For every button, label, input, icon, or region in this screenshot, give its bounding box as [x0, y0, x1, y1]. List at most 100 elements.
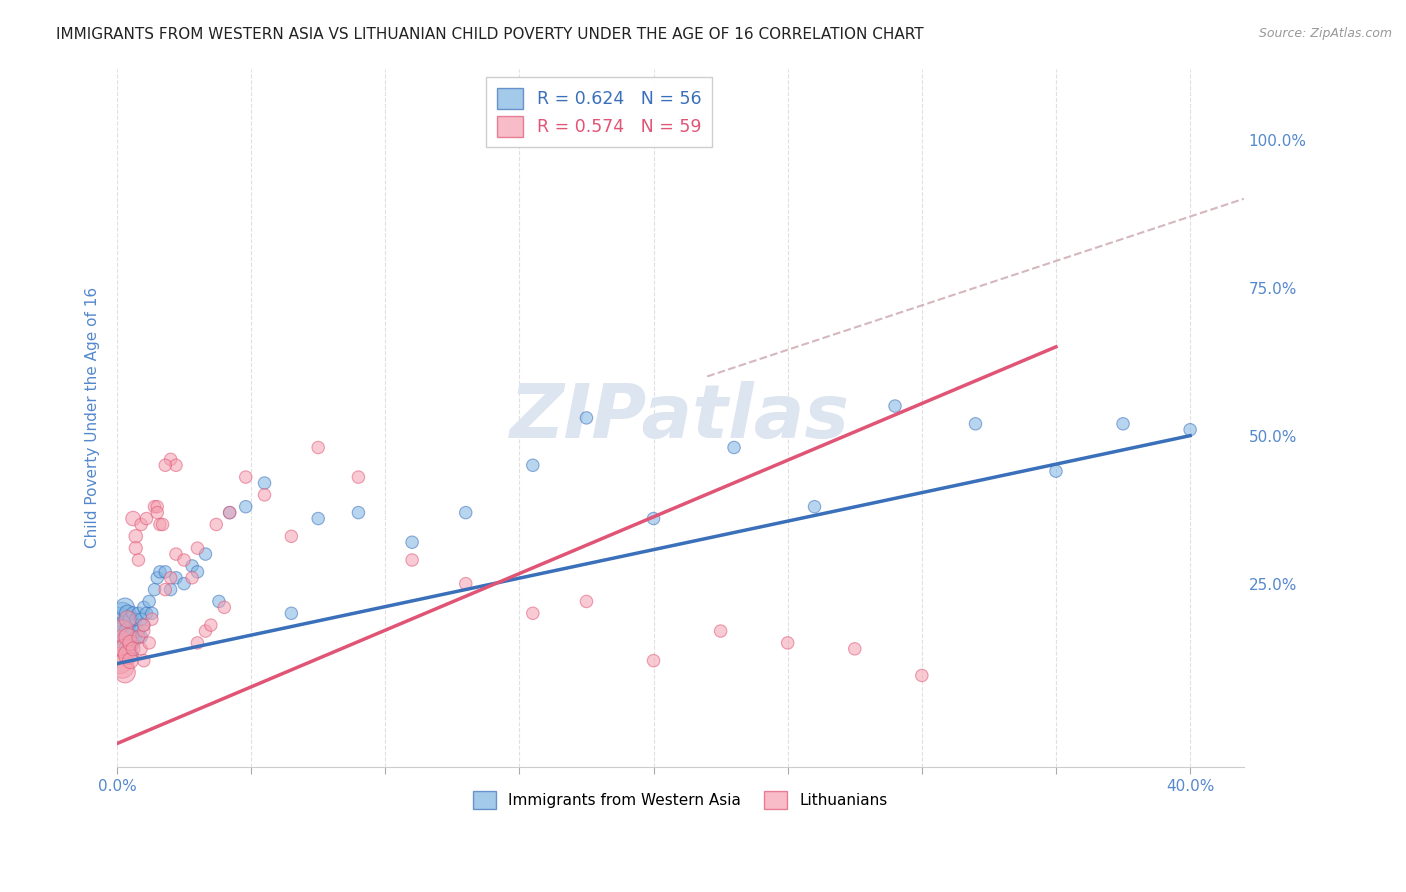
- Point: [165, 458, 187, 473]
- Point: [146, 506, 169, 520]
- Point: [127, 624, 149, 638]
- Point: [125, 529, 148, 543]
- Point: [205, 517, 228, 532]
- Point: [280, 529, 302, 543]
- Text: IMMIGRANTS FROM WESTERN ASIA VS LITHUANIAN CHILD POVERTY UNDER THE AGE OF 16 COR: IMMIGRANTS FROM WESTERN ASIA VS LITHUANI…: [56, 27, 924, 42]
- Point: [186, 636, 208, 650]
- Point: [218, 506, 240, 520]
- Point: [454, 576, 477, 591]
- Point: [114, 618, 136, 632]
- Point: [141, 612, 163, 626]
- Point: [643, 511, 665, 525]
- Point: [125, 612, 148, 626]
- Point: [155, 582, 177, 597]
- Point: [120, 654, 142, 668]
- Point: [127, 630, 149, 644]
- Point: [173, 576, 195, 591]
- Point: [132, 618, 155, 632]
- Point: [280, 607, 302, 621]
- Y-axis label: Child Poverty Under the Age of 16: Child Poverty Under the Age of 16: [86, 287, 100, 549]
- Point: [186, 541, 208, 556]
- Point: [253, 476, 276, 491]
- Point: [173, 553, 195, 567]
- Point: [149, 565, 172, 579]
- Point: [125, 541, 148, 556]
- Point: [710, 624, 733, 638]
- Point: [401, 553, 423, 567]
- Point: [522, 458, 544, 473]
- Point: [522, 607, 544, 621]
- Point: [141, 607, 163, 621]
- Point: [122, 624, 145, 638]
- Point: [127, 553, 149, 567]
- Point: [117, 612, 139, 626]
- Text: Source: ZipAtlas.com: Source: ZipAtlas.com: [1258, 27, 1392, 40]
- Point: [108, 624, 131, 638]
- Point: [208, 594, 231, 608]
- Legend: Immigrants from Western Asia, Lithuanians: Immigrants from Western Asia, Lithuanian…: [467, 785, 894, 815]
- Point: [108, 654, 131, 668]
- Point: [214, 600, 236, 615]
- Point: [159, 582, 181, 597]
- Point: [575, 594, 598, 608]
- Point: [135, 511, 157, 525]
- Point: [114, 641, 136, 656]
- Point: [965, 417, 987, 431]
- Point: [129, 612, 152, 626]
- Point: [111, 630, 134, 644]
- Point: [575, 410, 598, 425]
- Point: [165, 547, 187, 561]
- Point: [253, 488, 276, 502]
- Point: [159, 571, 181, 585]
- Point: [129, 630, 152, 644]
- Point: [120, 612, 142, 626]
- Point: [143, 500, 166, 514]
- Point: [129, 641, 152, 656]
- Point: [117, 641, 139, 656]
- Point: [143, 582, 166, 597]
- Point: [111, 659, 134, 673]
- Point: [132, 600, 155, 615]
- Text: ZIPatlas: ZIPatlas: [510, 382, 851, 454]
- Point: [111, 607, 134, 621]
- Point: [347, 470, 370, 484]
- Point: [235, 500, 257, 514]
- Point: [132, 618, 155, 632]
- Point: [181, 558, 204, 573]
- Point: [1178, 423, 1201, 437]
- Point: [347, 506, 370, 520]
- Point: [200, 618, 222, 632]
- Point: [776, 636, 799, 650]
- Point: [884, 399, 907, 413]
- Point: [165, 571, 187, 585]
- Point: [803, 500, 825, 514]
- Point: [108, 636, 131, 650]
- Point: [132, 624, 155, 638]
- Point: [122, 636, 145, 650]
- Point: [152, 517, 174, 532]
- Point: [138, 636, 160, 650]
- Point: [194, 547, 217, 561]
- Point: [186, 565, 208, 579]
- Point: [911, 668, 934, 682]
- Point: [235, 470, 257, 484]
- Point: [120, 630, 142, 644]
- Point: [401, 535, 423, 549]
- Point: [181, 571, 204, 585]
- Point: [149, 517, 172, 532]
- Point: [108, 612, 131, 626]
- Point: [117, 607, 139, 621]
- Point: [218, 506, 240, 520]
- Point: [135, 607, 157, 621]
- Point: [155, 565, 177, 579]
- Point: [307, 441, 329, 455]
- Point: [643, 654, 665, 668]
- Point: [114, 600, 136, 615]
- Point: [122, 511, 145, 525]
- Point: [114, 665, 136, 680]
- Point: [307, 511, 329, 525]
- Point: [111, 624, 134, 638]
- Point: [454, 506, 477, 520]
- Point: [138, 594, 160, 608]
- Point: [155, 458, 177, 473]
